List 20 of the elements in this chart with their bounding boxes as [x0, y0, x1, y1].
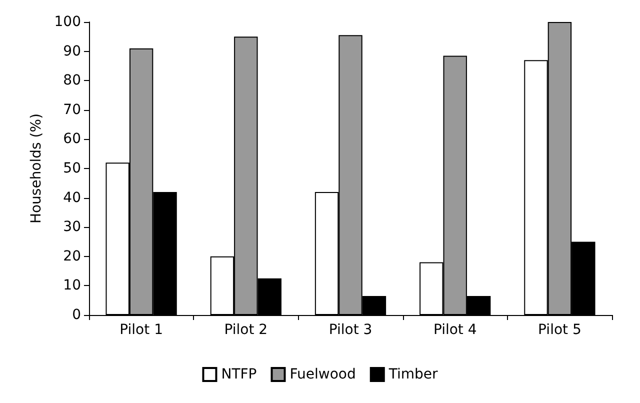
y-tick-label: 60: [63, 131, 81, 148]
legend-label: Timber: [388, 366, 438, 382]
x-tick-label: Pilot 1: [120, 322, 163, 338]
x-tick-label: Pilot 2: [224, 322, 268, 338]
y-tick-label: 100: [54, 14, 81, 30]
y-tick-label: 20: [63, 248, 81, 264]
y-tick-label: 80: [63, 72, 81, 89]
x-tick-label: Pilot 4: [433, 322, 477, 338]
x-tick-label: Pilot 3: [328, 322, 372, 338]
y-tick-label: 30: [63, 219, 81, 236]
y-tick-label: 90: [63, 43, 81, 60]
y-axis-title: Households (%): [28, 113, 44, 224]
legend-label: Fuelwood: [290, 366, 356, 382]
y-tick-label: 10: [63, 278, 81, 294]
y-tick-label: 50: [63, 160, 81, 176]
x-tick-label: Pilot 5: [538, 322, 582, 338]
y-tick-label: 70: [63, 102, 81, 118]
y-tick-label: 0: [72, 307, 81, 323]
legend-label: NTFP: [221, 366, 257, 382]
y-tick-label: 40: [63, 190, 81, 206]
